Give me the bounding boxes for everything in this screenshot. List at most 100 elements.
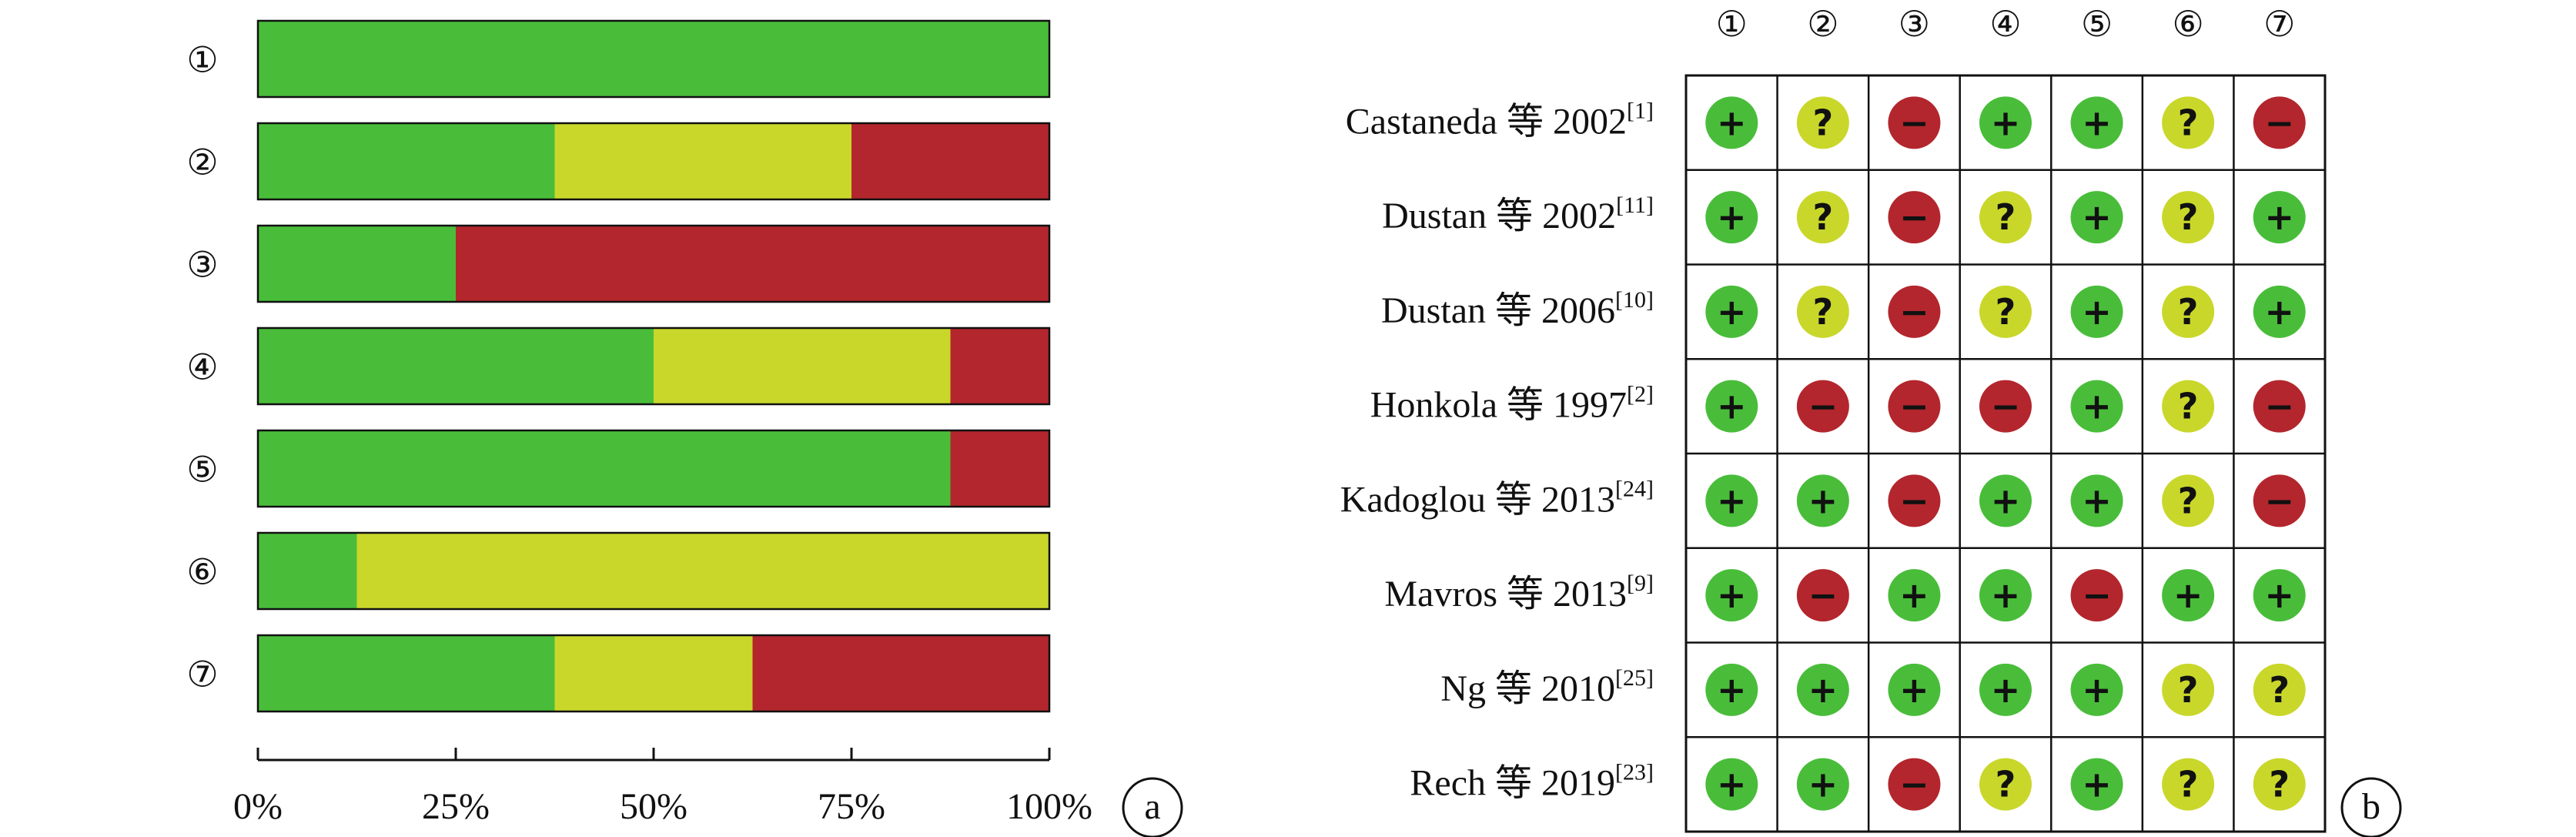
judgement-dot-low	[2070, 758, 2123, 811]
judgement-dot-unclear	[2162, 474, 2215, 527]
study-year: 2002	[1553, 101, 1627, 142]
domain-label: ④	[186, 348, 218, 387]
study-deng: 等	[1507, 101, 1544, 142]
bar-frame	[256, 326, 1051, 406]
study-deng: 等	[1496, 196, 1533, 236]
judgement-dot-low	[2253, 191, 2306, 244]
bar-frame	[256, 429, 1051, 508]
judgement-symbol: +	[2082, 480, 2112, 521]
column-header: ③	[1899, 5, 1930, 44]
domain-label: ①	[186, 41, 218, 80]
study-reference: [23]	[1615, 760, 1654, 785]
study-author: Honkola	[1370, 385, 1497, 426]
judgement-symbol: +	[1808, 764, 1838, 805]
judgement-symbol: +	[1991, 574, 2021, 616]
column-header: ⑥	[2173, 5, 2204, 44]
judgement-symbol: +	[1717, 574, 1747, 616]
study-year: 2013	[1553, 574, 1627, 614]
study-label: Kadoglou 等 2013[24]	[1340, 476, 1654, 520]
judgement-dot-unclear	[2162, 191, 2215, 244]
column-header: ②	[1807, 5, 1838, 44]
study-reference: [1]	[1627, 98, 1654, 123]
judgement-symbol: +	[2082, 196, 2112, 238]
judgement-dot-low	[2070, 96, 2123, 149]
column-header: ①	[1716, 5, 1748, 44]
bar-segment-low	[258, 533, 357, 609]
judgement-dot-low	[2253, 569, 2306, 622]
domain-label: ⑦	[186, 655, 218, 695]
judgement-symbol: +	[1717, 196, 1747, 238]
judgement-dot-high	[1888, 191, 1941, 244]
judgement-symbol: +	[1991, 669, 2021, 711]
judgement-symbol: +	[2264, 291, 2294, 333]
study-year: 2006	[1541, 290, 1615, 331]
judgement-symbol: +	[1717, 102, 1747, 143]
judgement-symbol: ?	[2178, 669, 2199, 711]
bar-frame	[256, 224, 1051, 303]
judgement-symbol: −	[1899, 480, 1929, 521]
study-reference: [9]	[1627, 571, 1654, 596]
judgement-dot-low	[1705, 758, 1758, 811]
judgement-dot-unclear	[2162, 380, 2215, 433]
judgement-symbol: +	[1717, 669, 1747, 711]
judgement-dot-high	[1796, 380, 1849, 433]
judgement-symbol: ?	[2178, 764, 2199, 805]
bar-segment-unclear	[554, 635, 753, 711]
judgement-dot-low	[2070, 191, 2123, 244]
study-author: Rech	[1410, 763, 1486, 804]
judgement-symbol: ?	[1813, 196, 1834, 238]
judgement-symbol: ?	[2178, 196, 2199, 238]
bar-segment-unclear	[356, 533, 1049, 609]
judgement-dot-high	[1888, 474, 1941, 527]
judgement-dot-high	[1888, 96, 1941, 149]
judgement-dot-low	[1705, 569, 1758, 622]
study-year: 2010	[1541, 668, 1615, 709]
panel-b-label-circle	[2340, 777, 2402, 837]
judgement-symbol: −	[1899, 102, 1929, 143]
panel-a-summary-chart: ① ② ③ ④ ⑤ ⑥ ⑦ 0% 25% 50% 75% 100% a	[186, 19, 1183, 837]
judgement-symbol: +	[1717, 480, 1747, 521]
judgement-symbol: +	[2082, 764, 2112, 805]
bar-segment-high	[752, 635, 1049, 711]
judgement-symbol: ?	[2178, 386, 2199, 427]
judgement-dot-unclear	[2162, 285, 2215, 338]
judgement-symbol: −	[1899, 291, 1929, 333]
bar-segment-low	[258, 328, 654, 404]
judgement-dot-low	[1796, 758, 1849, 811]
judgement-dot-high	[2253, 474, 2306, 527]
judgement-symbol: −	[2264, 386, 2294, 427]
bar-segment-high	[950, 430, 1049, 507]
judgement-dot-high	[2253, 380, 2306, 433]
judgement-dot-unclear	[2162, 96, 2215, 149]
judgement-symbol: −	[1899, 386, 1929, 427]
judgement-symbol: +	[1991, 102, 2021, 143]
bar-frame	[256, 122, 1051, 201]
judgement-dot-high	[1888, 380, 1941, 433]
judgement-dot-unclear	[2253, 663, 2306, 716]
judgement-dot-low	[1705, 96, 1758, 149]
domain-label: ③	[186, 246, 218, 285]
judgement-dot-low	[1888, 663, 1941, 716]
judgement-dot-unclear	[2162, 663, 2215, 716]
study-author: Kadoglou	[1340, 479, 1486, 520]
study-deng: 等	[1507, 385, 1544, 426]
bar-segment-unclear	[654, 328, 951, 404]
judgement-dot-low	[1979, 663, 2032, 716]
judgement-dot-high	[2253, 96, 2306, 149]
judgement-symbol: ?	[1813, 102, 1834, 143]
judgement-symbol: +	[1717, 764, 1747, 805]
study-author: Castaneda	[1346, 101, 1497, 142]
judgement-dot-high	[2070, 569, 2123, 622]
judgement-dot-unclear	[1796, 96, 1849, 149]
judgement-symbol: ?	[2178, 291, 2199, 333]
judgement-symbol: ?	[2178, 480, 2199, 521]
judgement-symbol: +	[1717, 386, 1747, 427]
column-header: ⑤	[2081, 5, 2113, 44]
study-deng: 等	[1495, 479, 1532, 520]
study-author: Mavros	[1384, 574, 1497, 614]
bar-segment-low	[258, 123, 555, 199]
judgement-dot-low	[1705, 474, 1758, 527]
judgement-dot-low	[1979, 569, 2032, 622]
study-deng: 等	[1507, 574, 1544, 614]
